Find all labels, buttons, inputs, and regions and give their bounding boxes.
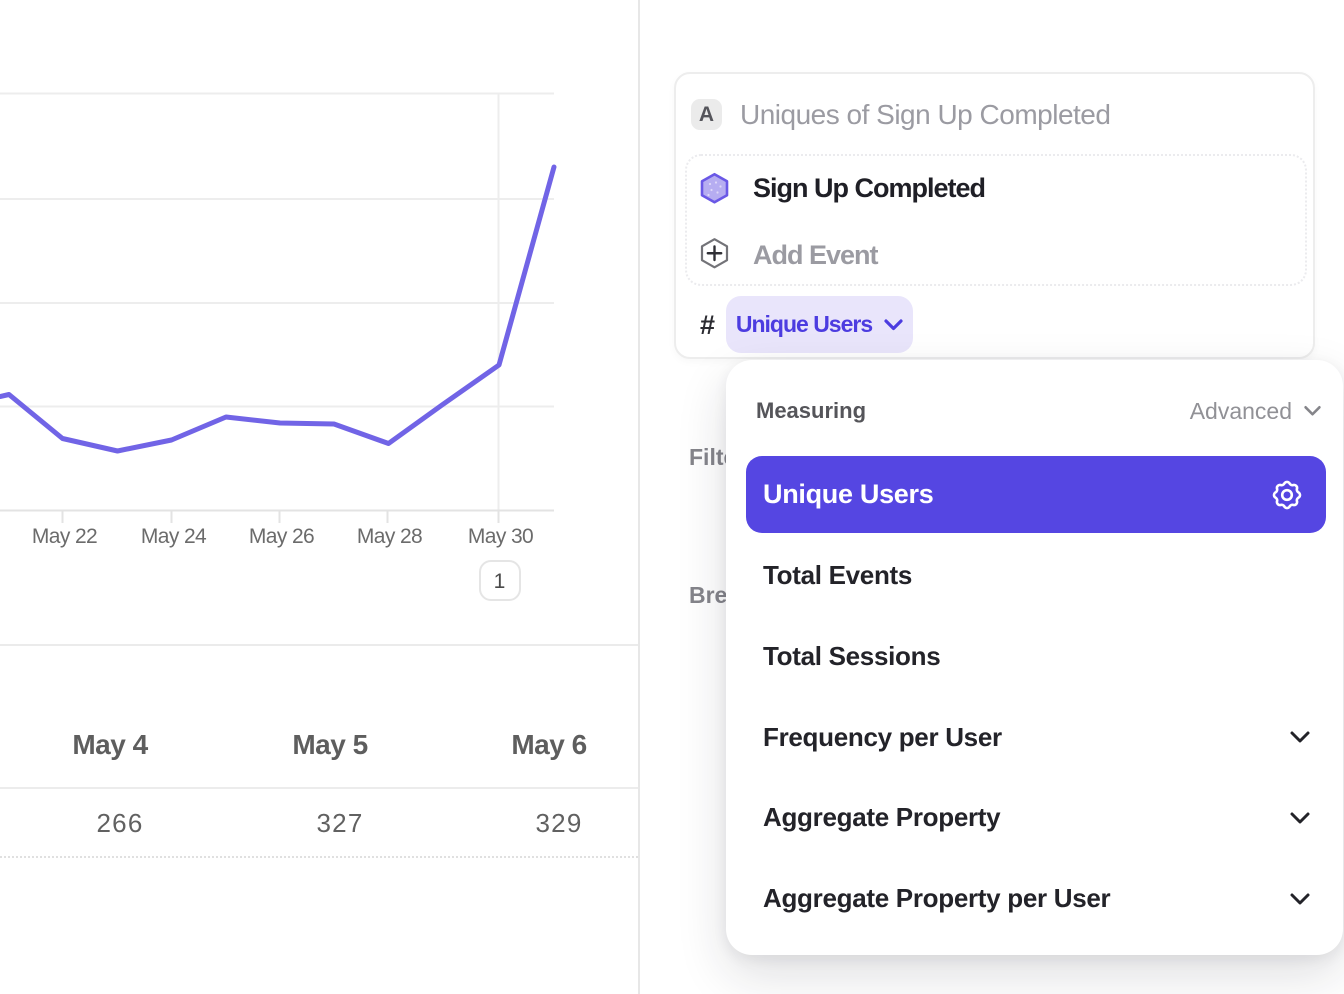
svg-text:May 26: May 26	[249, 525, 314, 548]
svg-text:May 28: May 28	[357, 525, 422, 548]
svg-text:1: 1	[494, 570, 506, 593]
svg-text:May 30: May 30	[468, 525, 533, 548]
svg-text:May 22: May 22	[32, 525, 97, 548]
svg-text:May 24: May 24	[141, 525, 207, 548]
